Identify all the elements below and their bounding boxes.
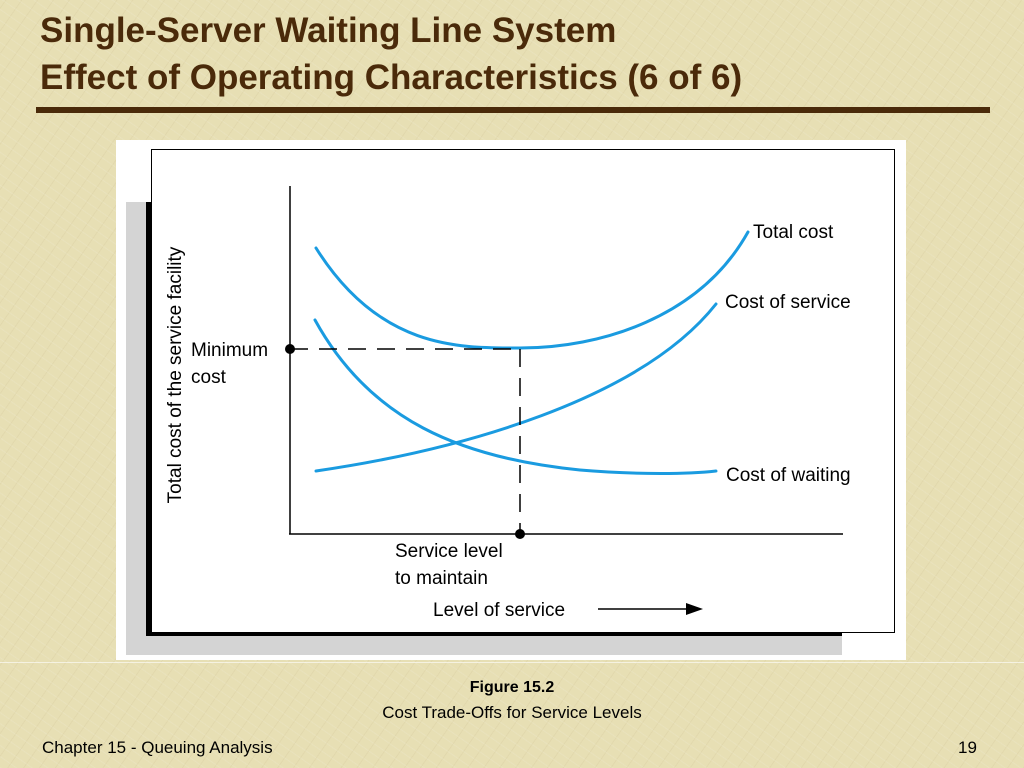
footer-page-number: 19 xyxy=(958,738,977,757)
slide-title-line-2: Effect of Operating Characteristics (6 o… xyxy=(40,58,743,97)
cost-of-service-curve xyxy=(314,302,718,473)
x-axis-label: Level of service xyxy=(433,600,565,621)
minimum-cost-label-line2: cost xyxy=(191,367,227,388)
total-cost-curve xyxy=(314,230,750,350)
minimum-cost-label-line1: Minimum xyxy=(191,340,268,361)
y-axis-label: Total cost of the service facility xyxy=(165,246,186,503)
slide-title-line-1: Single-Server Waiting Line System xyxy=(40,11,617,50)
footer-divider xyxy=(0,662,1024,663)
minimum-cost-point xyxy=(285,344,295,354)
title-divider xyxy=(36,107,990,113)
service-level-point xyxy=(515,529,525,539)
figure-frame xyxy=(151,149,895,633)
service-level-label-line1: Service level xyxy=(395,541,503,562)
figure-number: Figure 15.2 xyxy=(469,679,555,696)
footer-chapter: Chapter 15 - Queuing Analysis xyxy=(42,738,273,757)
cost-of-waiting-label: Cost of waiting xyxy=(726,465,851,486)
service-level-label-line2: to maintain xyxy=(395,568,488,589)
cost-of-service-label: Cost of service xyxy=(725,292,851,313)
cost-of-waiting-curve xyxy=(313,318,718,475)
x-axis-arrow-icon xyxy=(686,603,703,615)
figure-caption: Cost Trade-Offs for Service Levels xyxy=(382,703,642,722)
total-cost-label: Total cost xyxy=(753,222,834,243)
